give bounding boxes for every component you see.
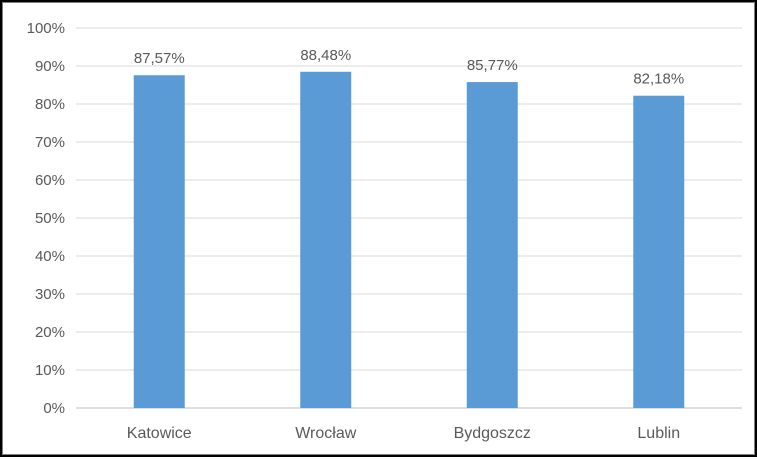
bar	[133, 75, 185, 408]
y-tick-label: 0%	[43, 400, 65, 417]
y-tick-label: 90%	[35, 58, 65, 75]
data-label: 87,57%	[134, 50, 185, 67]
y-tick-label: 80%	[35, 96, 65, 113]
y-tick-label: 100%	[27, 20, 65, 37]
bar	[466, 82, 518, 408]
x-tick-label: Lublin	[637, 425, 680, 442]
x-tick-label: Bydgoszcz	[454, 425, 531, 442]
y-tick-label: 60%	[35, 172, 65, 189]
y-tick-label: 10%	[35, 362, 65, 379]
data-label: 82,18%	[633, 71, 684, 88]
y-tick-label: 50%	[35, 210, 65, 227]
data-label: 88,48%	[300, 47, 351, 64]
x-tick-label: Wrocław	[295, 425, 356, 442]
y-tick-label: 30%	[35, 286, 65, 303]
y-tick-label: 40%	[35, 248, 65, 265]
bar	[300, 71, 352, 408]
y-tick-label: 70%	[35, 134, 65, 151]
data-label: 85,77%	[467, 57, 518, 74]
x-tick-label: Katowice	[127, 425, 192, 442]
y-tick-label: 20%	[35, 324, 65, 341]
bar	[633, 95, 685, 408]
